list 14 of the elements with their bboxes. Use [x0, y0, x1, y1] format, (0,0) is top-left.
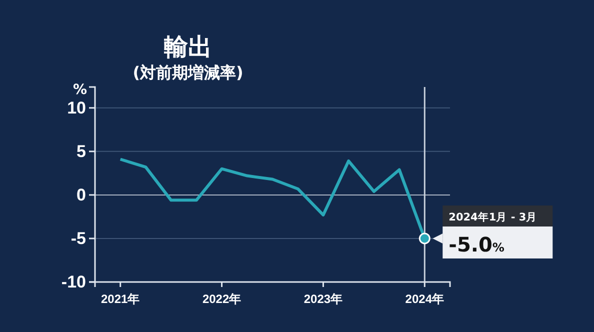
- x-tick-label: 2023年: [304, 292, 343, 306]
- x-tick-label: 2021年: [101, 292, 140, 306]
- data-label: -5.0%: [448, 232, 504, 256]
- y-tick-label: 0: [76, 185, 86, 204]
- y-tick-label: 5: [76, 142, 86, 161]
- chart-title: 輸出: [163, 33, 212, 61]
- x-tick-label: 2024年: [405, 292, 444, 306]
- y-axis-title: %: [72, 82, 88, 98]
- x-tick-label: 2022年: [202, 292, 242, 306]
- y-tick-label: -10: [61, 272, 86, 292]
- chart-subtitle: (対前期増減率): [132, 63, 244, 82]
- annotation: 2024年1月 - 3月: [448, 210, 538, 224]
- y-tick-label: -5: [70, 228, 86, 248]
- y-tick-label: 10: [67, 98, 86, 118]
